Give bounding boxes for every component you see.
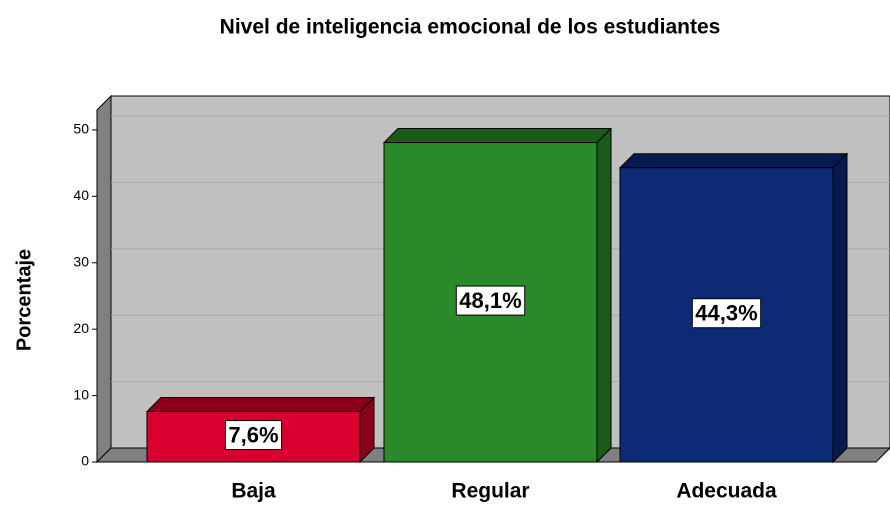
value-label-box: [455, 285, 526, 316]
chart-title: Nivel de inteligencia emocional de los e…: [220, 16, 721, 39]
x-tick-label: Baja: [231, 480, 276, 503]
y-tick-label: 0: [81, 453, 89, 469]
y-tick-label: 30: [73, 253, 89, 269]
value-label: 48,1%: [459, 288, 521, 313]
y-axis-label: Porcentaje: [13, 249, 35, 351]
y-tick-label: 50: [73, 121, 89, 137]
left-wall: [96, 94, 112, 464]
bar-side: [832, 152, 848, 464]
x-tick-label: Regular: [451, 480, 529, 503]
value-label: 7,6%: [228, 423, 278, 448]
value-label: 44,3%: [695, 301, 757, 326]
y-tick-label: 20: [73, 320, 89, 336]
y-tick-label: 10: [73, 386, 89, 402]
y-tick-label: 40: [73, 187, 89, 203]
bar-top: [618, 153, 849, 169]
value-label-box: [224, 420, 283, 451]
value-label-box: [691, 298, 762, 329]
bar-top: [382, 128, 613, 144]
x-tick-label: Adecuada: [676, 480, 777, 503]
bar-top: [145, 397, 376, 413]
bar-side: [596, 127, 612, 464]
